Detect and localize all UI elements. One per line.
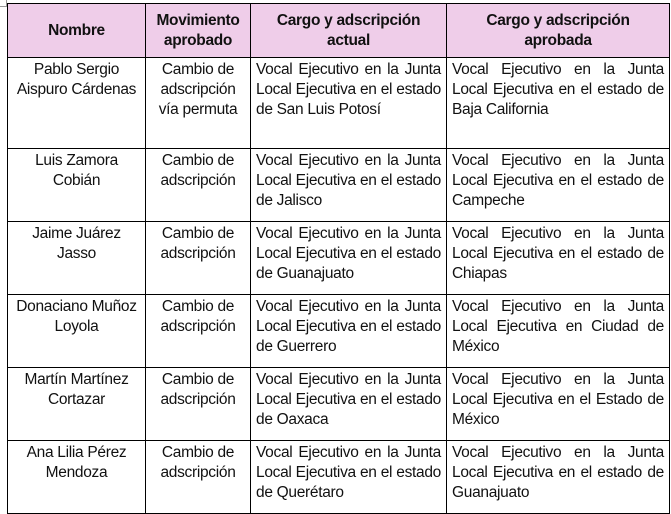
- table-row: Donaciano Muñoz Loyola Cambio de adscrip…: [7, 294, 670, 368]
- cell-cargo-aprobada: Vocal Ejecutivo en la Junta Local Ejecut…: [446, 221, 670, 295]
- cell-nombre: Luis Zamora Cobián: [7, 148, 146, 222]
- header-nombre: Nombre: [7, 3, 146, 58]
- cell-cargo-actual: Vocal Ejecutivo en la Junta Local Ejecut…: [250, 440, 447, 514]
- header-cargo-actual: Cargo y adscripción actual: [250, 3, 447, 58]
- cell-cargo-aprobada: Vocal Ejecutivo en la Junta Local Ejecut…: [446, 367, 670, 441]
- cell-cargo-actual: Vocal Ejecutivo en la Junta Local Ejecut…: [250, 221, 447, 295]
- table-row: Jaime Juárez Jasso Cambio de adscripción…: [7, 221, 670, 295]
- movements-table: Nombre Movimiento aprobado Cargo y adscr…: [7, 3, 670, 514]
- table-row: Pablo Sergio Aispuro Cárdenas Cambio de …: [7, 57, 670, 149]
- cell-movimiento: Cambio de adscripción: [145, 440, 251, 514]
- table-move-handle[interactable]: [0, 0, 7, 7]
- cell-cargo-aprobada: Vocal Ejecutivo en la Junta Local Ejecut…: [446, 440, 670, 514]
- cell-cargo-actual: Vocal Ejecutivo en la Junta Local Ejecut…: [250, 57, 447, 149]
- cell-cargo-actual: Vocal Ejecutivo en la Junta Local Ejecut…: [250, 148, 447, 222]
- table-row: Luis Zamora Cobián Cambio de adscripción…: [7, 148, 670, 222]
- header-row: Nombre Movimiento aprobado Cargo y adscr…: [7, 3, 670, 58]
- cell-movimiento: Cambio de adscripción: [145, 221, 251, 295]
- cell-cargo-actual: Vocal Ejecutivo en la Junta Local Ejecut…: [250, 367, 447, 441]
- cell-cargo-aprobada: Vocal Ejecutivo en la Junta Local Ejecut…: [446, 148, 670, 222]
- cell-movimiento: Cambio de adscripción: [145, 148, 251, 222]
- cell-movimiento: Cambio de adscripción: [145, 367, 251, 441]
- cell-movimiento: Cambio de adscripción vía permuta: [145, 57, 251, 149]
- cell-cargo-actual: Vocal Ejecutivo en la Junta Local Ejecut…: [250, 294, 447, 368]
- cell-nombre: Ana Lilia Pérez Mendoza: [7, 440, 146, 514]
- table-row: Martín Martínez Cortazar Cambio de adscr…: [7, 367, 670, 441]
- header-cargo-aprobada: Cargo y adscripción aprobada: [446, 3, 670, 58]
- cell-movimiento: Cambio de adscripción: [145, 294, 251, 368]
- cell-cargo-aprobada: Vocal Ejecutivo en la Junta Local Ejecut…: [446, 57, 670, 149]
- cell-nombre: Jaime Juárez Jasso: [7, 221, 146, 295]
- cell-nombre: Martín Martínez Cortazar: [7, 367, 146, 441]
- cell-nombre: Donaciano Muñoz Loyola: [7, 294, 146, 368]
- header-movimiento: Movimiento aprobado: [145, 3, 251, 58]
- cell-cargo-aprobada: Vocal Ejecutivo en la Junta Local Ejecut…: [446, 294, 670, 368]
- table-row: Ana Lilia Pérez Mendoza Cambio de adscri…: [7, 440, 670, 514]
- cell-nombre: Pablo Sergio Aispuro Cárdenas: [7, 57, 146, 149]
